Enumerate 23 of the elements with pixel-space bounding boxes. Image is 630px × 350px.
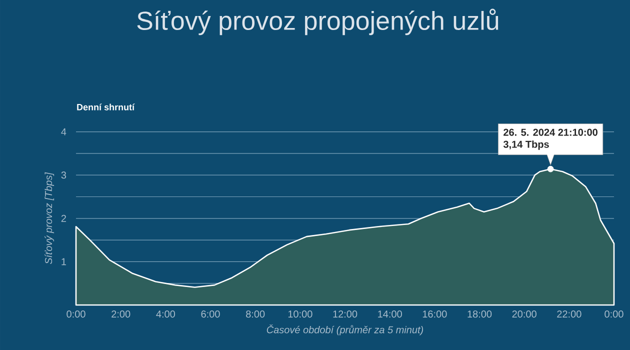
- x-tick-label: 18:00: [468, 310, 492, 318]
- x-tick-label: 20:00: [512, 310, 536, 318]
- x-tick-label: 8:00: [246, 310, 265, 318]
- x-tick-label: 16:00: [422, 310, 447, 318]
- x-tick-label: 2:00: [112, 310, 130, 318]
- y-tick-label: 2: [61, 214, 66, 222]
- y-axis-title: Síťový provoz [Tbps]: [44, 172, 54, 264]
- chart-subtitle: Denní shrnutí: [77, 104, 135, 110]
- x-tick-label: 10:00: [288, 310, 312, 318]
- x-tick-label: 6:00: [201, 310, 220, 318]
- chart-title: Síťový provoz propojených uzlů: [137, 8, 498, 36]
- annotation: 3,14 Tbps: [503, 140, 549, 150]
- y-tick-label: 1: [62, 258, 66, 266]
- x-tick-label: 12:00: [333, 310, 358, 318]
- x-axis-title: Časové období (průměr za 5 minut): [266, 324, 424, 336]
- y-tick-label: 4: [61, 128, 66, 136]
- x-tick-label: 22:00: [557, 310, 582, 318]
- x-tick-label: 0:00: [604, 310, 624, 318]
- x-tick-label: 14:00: [378, 310, 402, 318]
- x-tick-label: 4:00: [156, 310, 176, 318]
- annotation: 26. 5. 2024 21:10:00: [504, 128, 598, 136]
- x-tick-label: 0:00: [66, 310, 86, 318]
- y-tick-label: 3: [61, 172, 66, 179]
